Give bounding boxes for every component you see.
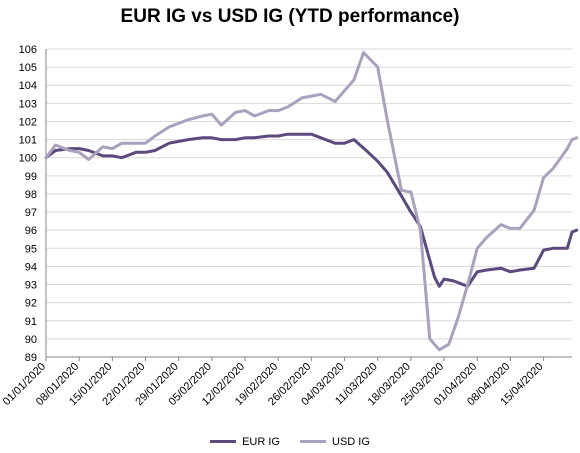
series-lines — [44, 51, 579, 352]
chart-title: EUR IG vs USD IG (YTD performance) — [120, 6, 460, 27]
series-line-eur-ig — [44, 132, 579, 288]
legend-label: USD IG — [332, 435, 370, 448]
legend-item: USD IG — [300, 436, 370, 448]
y-tick-label: 104 — [19, 80, 37, 92]
y-tick-label: 91 — [25, 316, 37, 328]
y-tick-label: 102 — [19, 116, 37, 128]
y-tick-label: 93 — [25, 280, 37, 292]
legend-item: EUR IG — [210, 436, 280, 448]
legend: EUR IG USD IG — [0, 434, 580, 448]
legend-label: EUR IG — [242, 435, 280, 448]
y-tick-label: 95 — [25, 243, 37, 255]
x-axis-ticks: 01/01/202008/01/202015/01/202022/01/2020… — [1, 357, 546, 408]
y-tick-label: 103 — [19, 98, 37, 110]
y-tick-label: 98 — [25, 189, 37, 201]
series-line-usd-ig — [44, 51, 579, 352]
gridlines — [46, 48, 572, 358]
axes — [45, 49, 572, 358]
y-tick-label: 94 — [25, 261, 37, 273]
y-tick-label: 92 — [25, 298, 37, 310]
y-tick-label: 105 — [19, 62, 37, 74]
legend-swatch — [300, 440, 326, 443]
y-axis-ticks: 89 90 91 92 93 94 95 96 97 98 99 100 101 102 103 104 105… — [19, 44, 37, 364]
y-tick-label: 89 — [25, 352, 37, 364]
y-tick-label: 106 — [19, 44, 37, 56]
y-tick-label: 97 — [25, 207, 37, 219]
y-tick-label: 101 — [19, 135, 37, 147]
y-tick-label: 100 — [19, 153, 37, 165]
y-tick-label: 90 — [25, 334, 37, 346]
y-tick-label: 99 — [25, 171, 37, 183]
y-tick-label: 96 — [25, 225, 37, 237]
legend-swatch — [210, 440, 237, 443]
